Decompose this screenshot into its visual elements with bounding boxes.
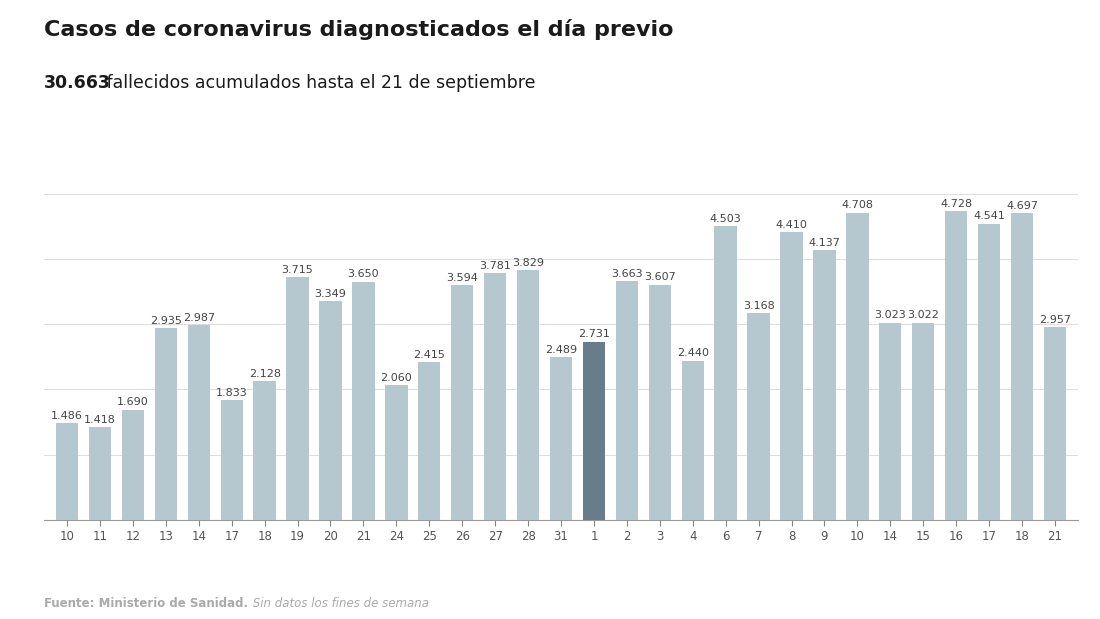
Text: 1.833: 1.833 (216, 388, 248, 398)
Text: 3.594: 3.594 (447, 273, 478, 283)
Bar (155, 328, 177, 520)
Text: 4.503: 4.503 (710, 214, 741, 223)
Text: 3.663: 3.663 (610, 269, 642, 279)
Text: 30.663: 30.663 (44, 74, 111, 92)
Text: 2.731: 2.731 (578, 329, 609, 339)
Text: 2.935: 2.935 (150, 316, 182, 326)
Text: Casos de coronavirus diagnosticados el día previo: Casos de coronavirus diagnosticados el d… (44, 19, 673, 40)
Bar (286, 277, 309, 520)
Text: 3.650: 3.650 (348, 269, 380, 279)
Text: 4.728: 4.728 (940, 199, 972, 209)
Bar (747, 313, 770, 520)
Bar (879, 322, 902, 520)
Bar (89, 427, 111, 520)
Bar (220, 400, 243, 520)
Bar (813, 250, 836, 520)
Text: 2.957: 2.957 (1038, 314, 1071, 324)
Text: 1.486: 1.486 (51, 410, 82, 421)
Text: 3.022: 3.022 (908, 310, 939, 321)
Bar (319, 301, 342, 520)
Bar (188, 325, 210, 520)
Bar (1011, 214, 1033, 520)
Text: 3.349: 3.349 (315, 289, 346, 299)
Text: Sin datos los fines de semana: Sin datos los fines de semana (249, 597, 429, 610)
Text: 2.415: 2.415 (414, 350, 446, 360)
Text: 3.715: 3.715 (282, 265, 314, 275)
Bar (583, 342, 605, 520)
Text: 3.168: 3.168 (742, 301, 774, 311)
Bar (385, 386, 407, 520)
Bar (122, 410, 144, 520)
Text: 3.607: 3.607 (644, 272, 675, 282)
Bar (1044, 327, 1066, 520)
Text: 2.060: 2.060 (381, 373, 412, 383)
Text: 2.489: 2.489 (544, 345, 578, 355)
Text: 3.829: 3.829 (513, 258, 544, 268)
Text: 4.137: 4.137 (808, 238, 840, 248)
Bar (912, 322, 934, 520)
Bar (616, 281, 638, 520)
Text: 4.541: 4.541 (974, 211, 1005, 221)
Bar (352, 282, 375, 520)
Text: 1.690: 1.690 (117, 397, 148, 407)
Text: fallecidos acumulados hasta el 21 de septiembre: fallecidos acumulados hasta el 21 de sep… (101, 74, 536, 92)
Text: 2.440: 2.440 (676, 348, 708, 358)
Bar (451, 285, 473, 520)
Bar (418, 362, 440, 520)
Bar (484, 273, 506, 520)
Text: 4.708: 4.708 (842, 201, 873, 210)
Text: Fuente: Ministerio de Sanidad.: Fuente: Ministerio de Sanidad. (44, 597, 249, 610)
Text: 2.128: 2.128 (249, 369, 280, 379)
Bar (550, 358, 572, 520)
Bar (715, 226, 737, 520)
Bar (682, 361, 704, 520)
Text: 3.023: 3.023 (874, 310, 906, 321)
Bar (253, 381, 276, 520)
Bar (846, 213, 869, 520)
Bar (945, 211, 967, 520)
Text: 2.987: 2.987 (183, 313, 215, 322)
Text: 1.418: 1.418 (84, 415, 116, 425)
Bar (649, 285, 671, 520)
Text: 4.410: 4.410 (776, 220, 807, 230)
Bar (780, 232, 803, 520)
Bar (517, 270, 539, 520)
Text: 4.697: 4.697 (1006, 201, 1038, 211)
Text: 3.781: 3.781 (480, 261, 512, 271)
Bar (56, 423, 78, 520)
Bar (978, 223, 1000, 520)
